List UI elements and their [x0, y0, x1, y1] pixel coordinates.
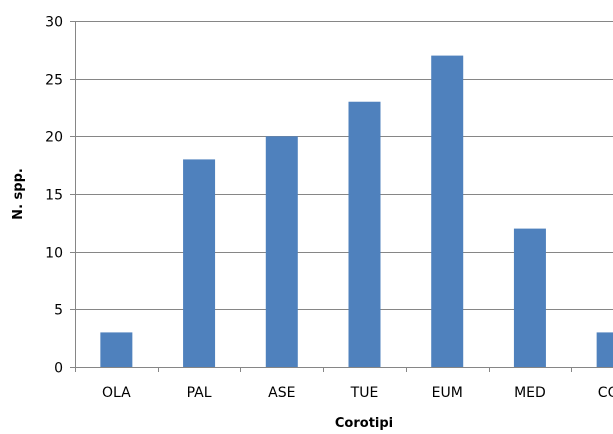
- x-tick-label: OLA: [102, 385, 131, 401]
- y-tick-label: 0: [54, 361, 63, 377]
- y-tick-labels: 0 5 10 15 20 25 30: [45, 15, 63, 377]
- y-tick-label: 15: [45, 188, 63, 204]
- y-tick-label: 5: [54, 303, 63, 319]
- bars: [100, 55, 613, 367]
- x-tick-label: COS: [598, 385, 613, 401]
- x-tick-label: PAL: [187, 385, 212, 401]
- bar-cos: [596, 332, 613, 367]
- y-tick-label: 30: [45, 15, 63, 31]
- bar-ola: [100, 332, 133, 367]
- axes: [70, 21, 613, 372]
- bar-med: [513, 228, 546, 367]
- x-tick-label: MED: [514, 385, 546, 401]
- x-tick-label: ASE: [268, 385, 295, 401]
- x-tick-label: TUE: [350, 385, 379, 401]
- y-axis-title: N. spp.: [11, 168, 26, 220]
- bar-ase: [265, 136, 298, 367]
- y-tick-label: 20: [45, 130, 63, 146]
- bar-tue: [348, 101, 381, 367]
- bar-pal: [183, 159, 216, 367]
- x-tick-label: EUM: [432, 385, 463, 401]
- bar-eum: [431, 55, 464, 367]
- y-tick-label: 10: [45, 246, 63, 262]
- x-tick-labels: OLA PAL ASE TUE EUM MED COS: [102, 385, 613, 401]
- y-tick-label: 25: [45, 73, 63, 89]
- x-axis-title: Corotipi: [335, 416, 393, 431]
